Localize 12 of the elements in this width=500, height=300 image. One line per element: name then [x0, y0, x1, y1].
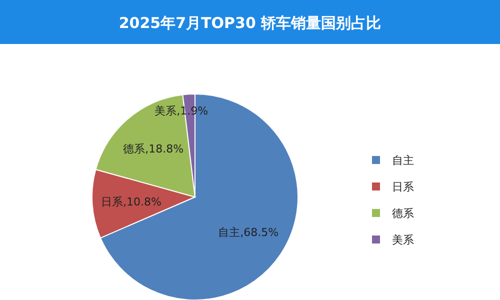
legend-label: 德系 [392, 207, 414, 220]
legend-label: 美系 [392, 234, 414, 246]
slice-label: 德系 [123, 142, 146, 156]
slice-label: 日系 [101, 195, 124, 208]
slice-label: 自主 [218, 226, 240, 240]
data-label: ,10.8% [123, 195, 162, 208]
legend-label: 自主 [392, 154, 414, 167]
legend-label: 日系 [392, 180, 414, 194]
data-label: ,68.5% [240, 226, 279, 240]
slice-label: 美系 [154, 104, 177, 118]
chart-title: 2025年7月TOP30 轿车销量国别占比 [118, 14, 382, 32]
data-label: ,18.8% [145, 142, 184, 156]
